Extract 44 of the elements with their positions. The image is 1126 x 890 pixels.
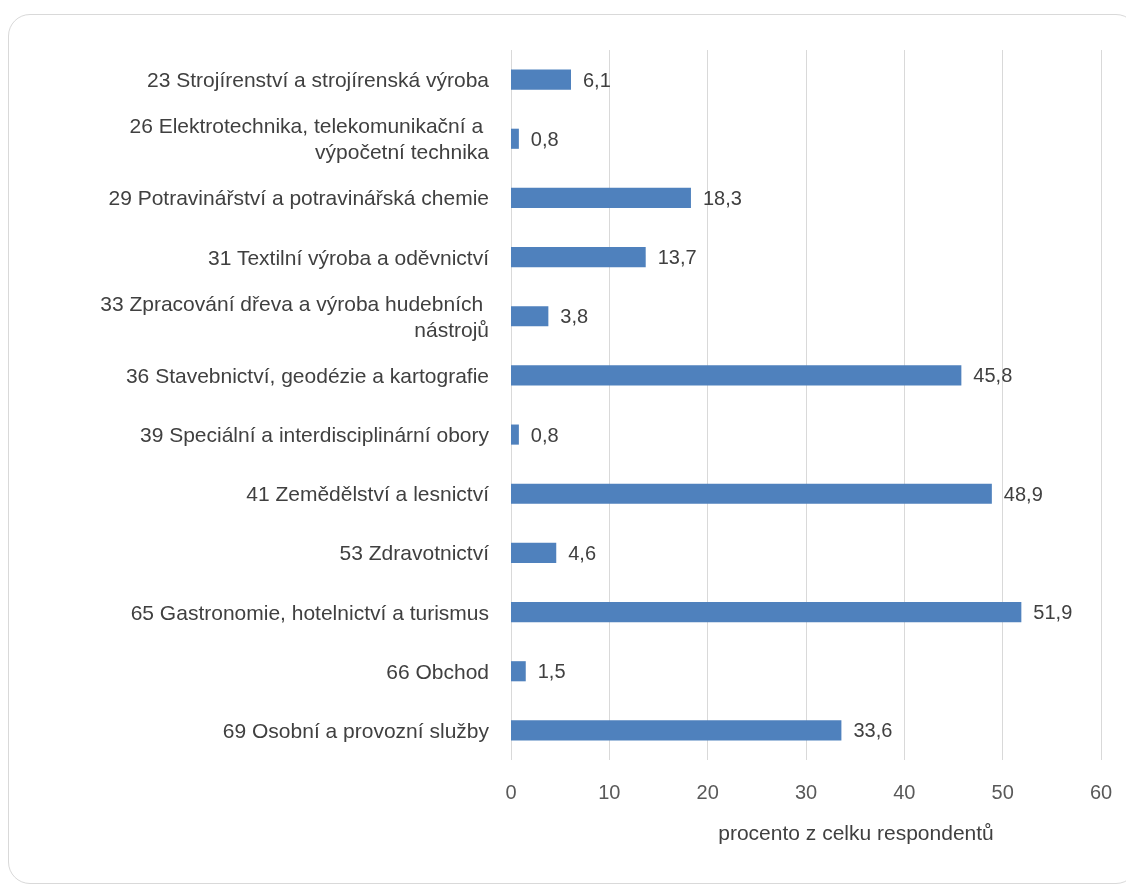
x-tick-label: 20: [696, 781, 719, 803]
bar: [511, 69, 571, 90]
data-label: 51,9: [1033, 601, 1073, 624]
x-tick-label: 10: [598, 781, 621, 803]
x-tick-label: 60: [1089, 781, 1113, 803]
data-label: 13,7: [657, 246, 697, 269]
y-tick-label: 39 Speciální a interdisciplinární obory: [139, 423, 490, 447]
y-tick-label: 31 Textilní výroba a oděvnictví: [208, 245, 490, 269]
bar: [511, 306, 549, 327]
bar: [511, 128, 519, 149]
data-label: 0,8: [530, 127, 559, 150]
data-label: 45,8: [973, 364, 1013, 387]
data-label: 33,6: [853, 719, 893, 742]
y-tick-label: 65 Gastronomie, hotelnictví a turismus: [130, 600, 489, 624]
y-tick-label: 69 Osobní a provozní služby: [222, 718, 490, 742]
bar: [511, 483, 992, 504]
bar: [511, 542, 557, 563]
data-label: 1,5: [537, 660, 566, 683]
data-label: 18,3: [702, 186, 742, 209]
x-tick-label: 30: [794, 781, 818, 803]
x-tick-label: 50: [991, 781, 1014, 803]
y-tick-label: 26 Elektrotechnika, telekomunikační a výpočetní technika: [129, 114, 490, 164]
y-tick-label: 23 Strojírenství a strojírenská výroba: [147, 68, 490, 92]
y-tick-label: 66 Obchod: [386, 659, 489, 683]
bar: [511, 661, 526, 682]
data-label: 48,9: [1003, 482, 1043, 505]
y-tick-label: 29 Potravinářství a potravinářská chemie: [108, 186, 489, 210]
bar: [511, 247, 646, 268]
bar: [511, 602, 1022, 623]
data-label: 0,8: [530, 423, 559, 446]
x-axis-title: procento z celku respondentů: [718, 821, 994, 844]
y-tick-label: 41 Zemědělství a lesnictví: [246, 482, 490, 506]
data-label: 6,1: [582, 68, 611, 91]
bar: [511, 720, 842, 741]
y-tick-label: 53 Zdravotnictví: [339, 541, 490, 565]
bar: [511, 187, 691, 208]
y-tick-label: 36 Stavebnictví, geodézie a kartografie: [125, 363, 489, 387]
bar: [511, 424, 519, 445]
data-label: 3,8: [560, 305, 589, 328]
x-tick-label: 0: [505, 781, 517, 803]
y-tick-label: 33 Zpracování dřeva a výroba hudebních nástrojů: [100, 291, 489, 341]
data-label: 4,6: [568, 541, 597, 564]
x-tick-label: 40: [893, 781, 916, 803]
bar: [511, 365, 962, 386]
